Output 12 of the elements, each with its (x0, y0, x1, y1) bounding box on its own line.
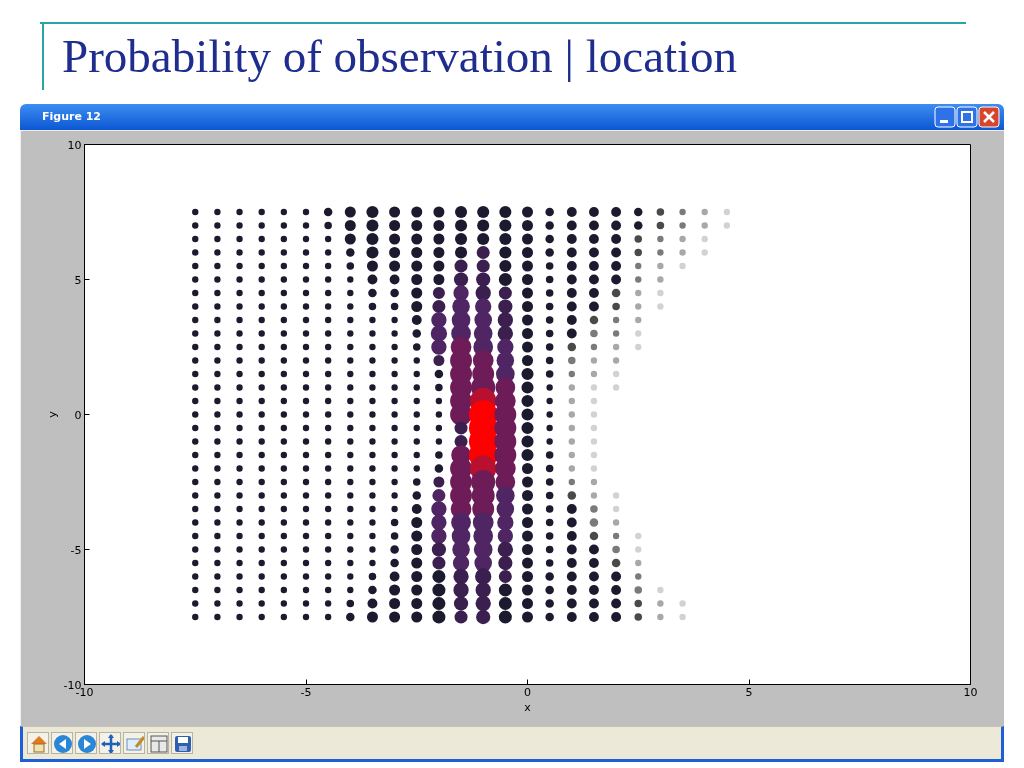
y-tick-label: 5 (74, 273, 82, 287)
x-tick-label: 10 (963, 685, 978, 699)
y-tick-label: 0 (74, 408, 82, 422)
x-tick-label: 0 (524, 685, 531, 699)
y-tick-label: -5 (70, 543, 82, 557)
chart-title: Probability of observation | location (62, 29, 738, 84)
x-axis-title: x (524, 700, 532, 714)
y-axis-title: y (45, 410, 59, 418)
x-tick-label: -5 (300, 685, 312, 699)
y-tick-label: 10 (67, 138, 82, 152)
x-tick-label: 5 (745, 685, 753, 699)
caption: Figure 12 (42, 110, 102, 123)
